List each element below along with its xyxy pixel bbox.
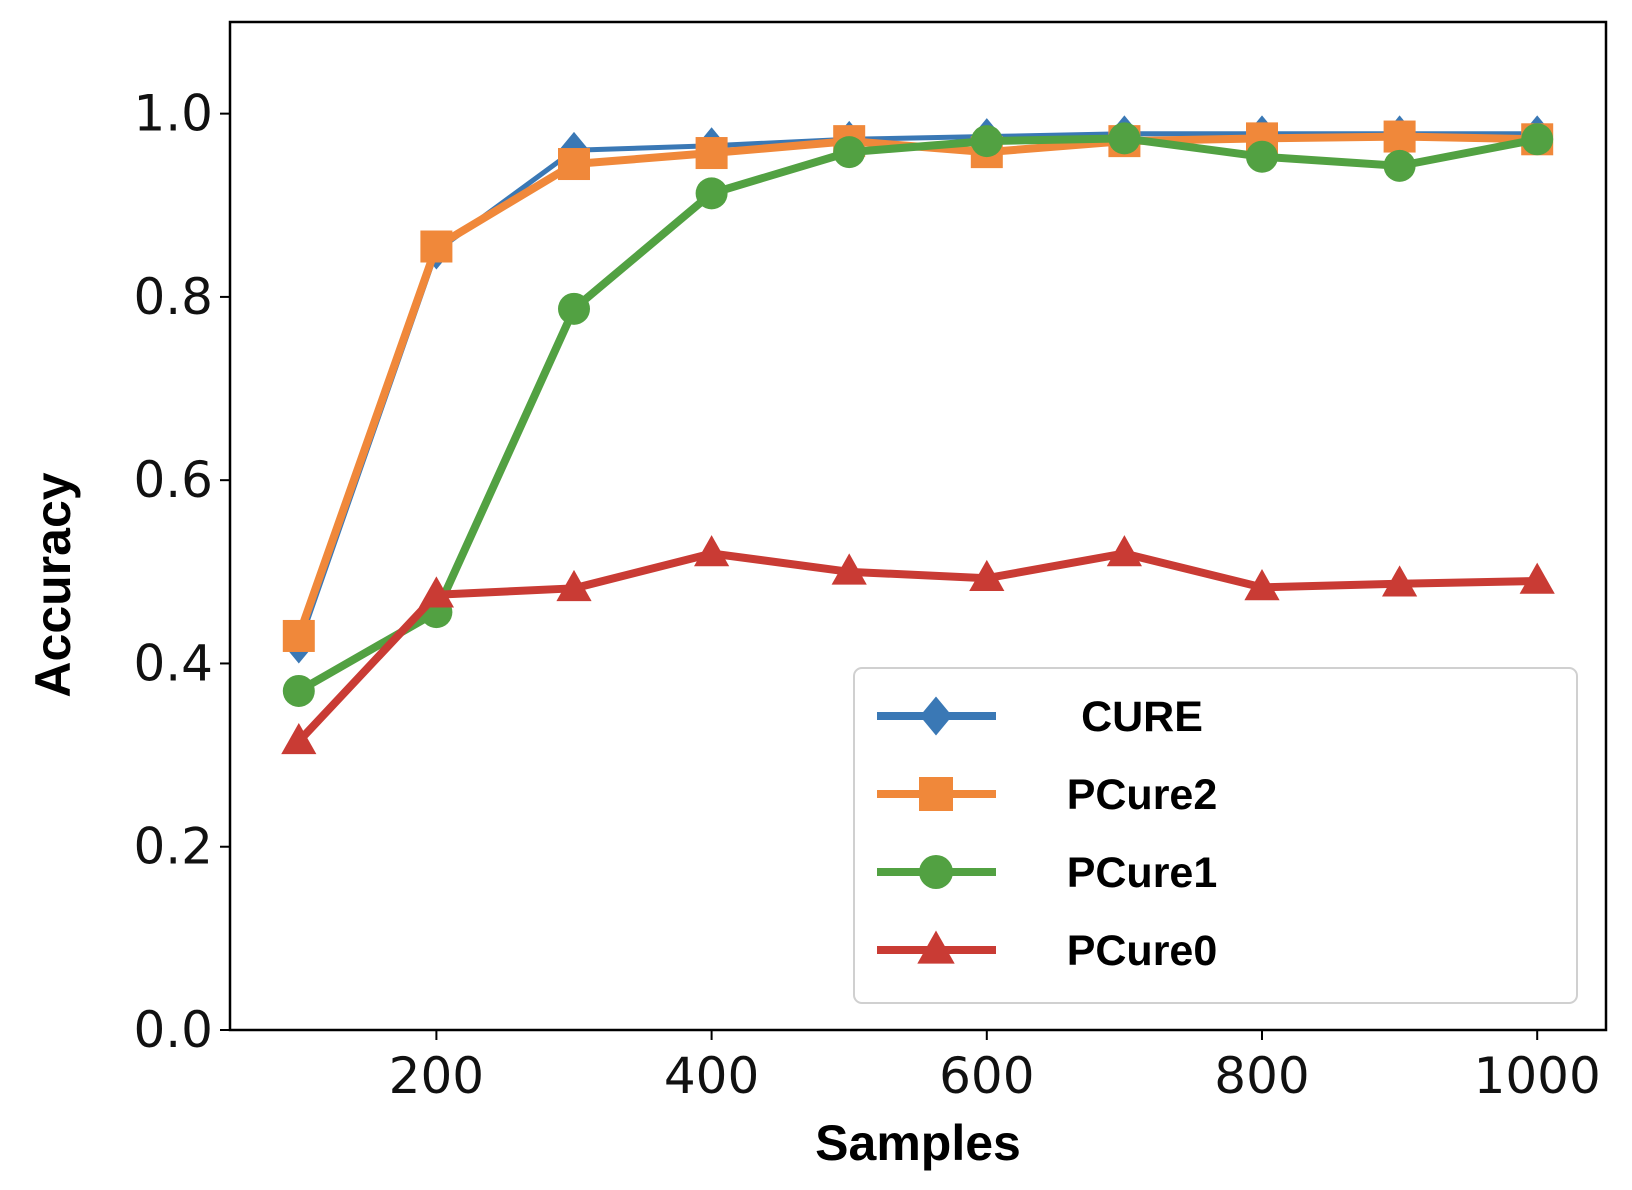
y-tick-label: 0.6: [133, 451, 213, 509]
y-tick-label: 0.4: [133, 634, 213, 692]
series-line-cure: [296, 131, 1538, 646]
x-tick-label: 200: [389, 1047, 484, 1105]
data-point-pcure0-1000: [1519, 562, 1555, 594]
plot-frame: [228, 20, 1608, 1032]
data-point-pcure0-700: [1106, 535, 1142, 567]
y-tick-label: 0.8: [133, 268, 213, 326]
data-point-pcure1-1000: [1521, 123, 1554, 156]
series-pcure1: [282, 122, 1554, 707]
y-axis-ticks: 0.0 0.2 0.4 0.6 0.8 1.0: [133, 85, 230, 1059]
x-tick-label: 1000: [1474, 1047, 1601, 1105]
data-point-pcure1-300: [558, 292, 590, 325]
data-point-pcure1-100: [282, 674, 315, 707]
legend-label: PCure0: [1067, 927, 1218, 975]
x-tick-label: 400: [664, 1047, 759, 1105]
data-point-pcure2-200: [420, 230, 453, 263]
data-point-pcure2-900: [1383, 120, 1416, 153]
legend-label: PCure2: [1067, 771, 1218, 819]
data-point-pcure0-500: [831, 553, 867, 585]
legend-item-pcure2: PCure2: [877, 771, 1217, 819]
data-point-pcure0-900: [1382, 565, 1418, 597]
data-point-pcure1-900: [1383, 149, 1416, 182]
data-point-pcure1-400: [695, 177, 728, 210]
data-point-pcure0-300: [556, 569, 592, 602]
data-point-pcure1-500: [833, 136, 866, 169]
y-tick-label: 0.0: [133, 1001, 213, 1059]
data-point-pcure1-700: [1108, 122, 1141, 155]
y-tick-label: 1.0: [133, 85, 213, 143]
plot-content: [281, 115, 1555, 755]
series-line-pcure2: [295, 132, 1538, 638]
x-tick-label: 800: [1214, 1047, 1309, 1105]
legend-label: PCure1: [1067, 849, 1218, 897]
data-point-pcure2-400: [695, 137, 728, 170]
data-point-pcure0-800: [1244, 568, 1280, 601]
legend-label: CURE: [1081, 693, 1203, 741]
data-point-pcure2-100: [282, 619, 315, 652]
x-tick-label: 600: [939, 1047, 1034, 1105]
data-point-pcure1-800: [1246, 140, 1278, 173]
legend-marker-pcure2: [919, 777, 953, 811]
x-axis-title: Samples: [815, 1115, 1021, 1171]
y-axis-title: Accuracy: [25, 472, 81, 697]
data-point-pcure0-100: [281, 722, 317, 755]
series-line-pcure0: [295, 549, 1538, 745]
legend-marker-pcure0: [917, 930, 955, 964]
series-line-pcure1: [296, 134, 1538, 695]
y-tick-label: 0.2: [133, 818, 213, 876]
data-point-pcure0-600: [969, 559, 1005, 592]
legend-box: [853, 667, 1578, 1004]
data-point-pcure2-300: [558, 148, 590, 181]
data-point-pcure0-400: [694, 535, 730, 567]
data-point-pcure1-600: [970, 125, 1003, 158]
legend-marker-pcure1: [919, 855, 953, 889]
legend-item-pcure1: PCure1: [877, 849, 1217, 897]
legend: CURE PCure2 PCure1 PCure0: [853, 667, 1578, 1004]
data-point-pcure0-200: [418, 576, 454, 608]
legend-item-pcure0: PCure0: [877, 927, 1217, 975]
legend-marker-cure: [919, 696, 953, 736]
legend-item-cure: CURE: [877, 693, 1203, 741]
series-pcure0: [281, 535, 1555, 755]
x-axis-ticks: 200 400 600 800 1000: [389, 1030, 1601, 1105]
